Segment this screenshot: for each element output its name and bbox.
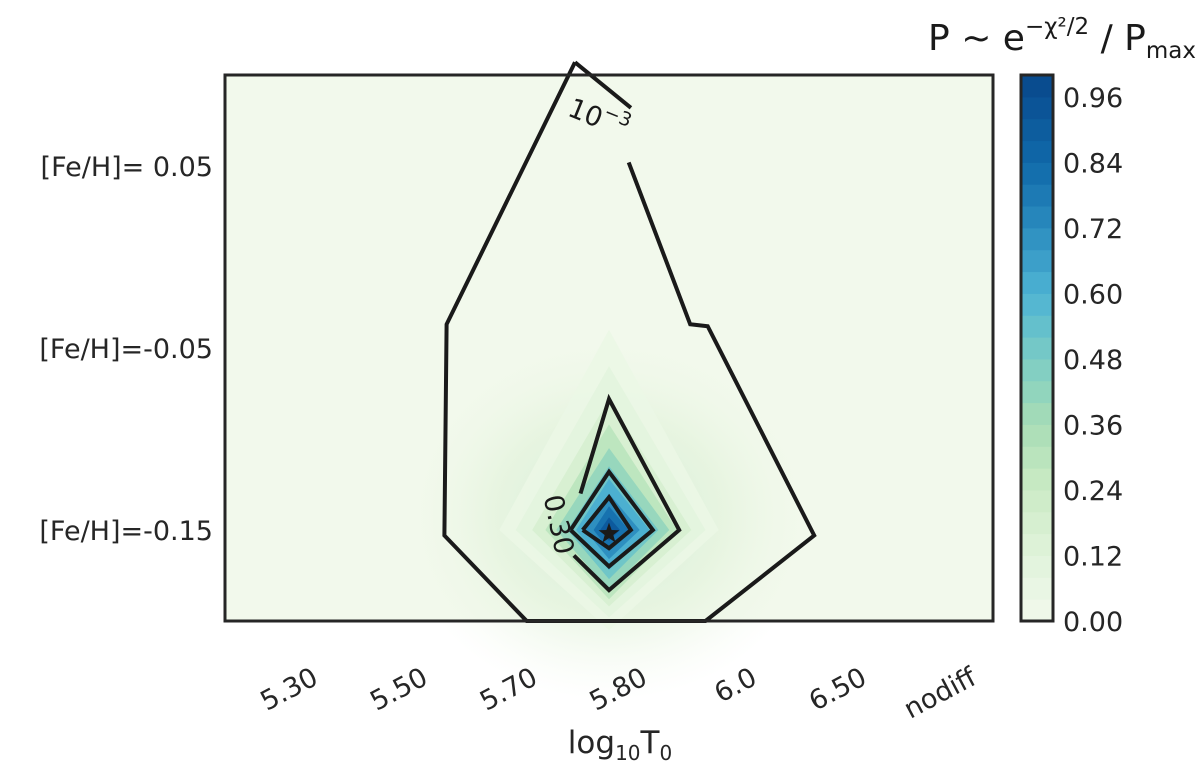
colorbar-band xyxy=(1021,358,1053,382)
colorbar-band xyxy=(1021,380,1053,404)
colorbar-band xyxy=(1021,162,1053,185)
colorbar-ticks: 0.00 0.12 0.24 0.36 0.48 0.60 0.72 0.84 0.96 xyxy=(1063,83,1123,638)
colorbar-bands xyxy=(1021,75,1053,622)
contour-line-0-60 xyxy=(568,468,656,570)
colorbar-band xyxy=(1021,468,1053,491)
colorbar-band xyxy=(1021,206,1053,229)
colorbar-band xyxy=(1021,315,1053,338)
contour-line-1e-3 xyxy=(573,60,633,110)
best-fit-star xyxy=(598,522,620,543)
colorbar-band xyxy=(1021,140,1053,163)
x-ticks: 5.30 5.50 5.70 5.80 6.0 6.50 nodiff xyxy=(256,661,983,725)
colorbar-band xyxy=(1021,402,1053,425)
colorbar-frame xyxy=(1019,73,1055,623)
colorbar-band xyxy=(1021,96,1053,120)
x-tick-label: 5.30 xyxy=(256,662,324,718)
colorbar-band xyxy=(1021,293,1053,316)
colorbar-band xyxy=(1021,184,1053,207)
plot-frame xyxy=(223,73,995,623)
colorbar-band xyxy=(1021,75,1053,98)
contour-line-0-30 xyxy=(572,393,682,593)
colorbar-band xyxy=(1021,555,1053,578)
colorbar-tick-label: 0.72 xyxy=(1063,214,1123,245)
x-tick-label: 5.50 xyxy=(365,662,433,718)
y-tick-label: [Fe/H]=-0.05 xyxy=(39,334,213,365)
colorbar-band xyxy=(1021,424,1053,447)
colorbar-band xyxy=(1021,577,1053,600)
y-tick-label: [Fe/H]= 0.05 xyxy=(41,152,213,183)
contour-line-0-90 xyxy=(581,493,634,551)
colorbar-band xyxy=(1021,511,1053,535)
colorbar-band xyxy=(1021,227,1053,251)
colorbar-tick-label: 0.48 xyxy=(1063,345,1123,376)
x-axis-label: log10T0 xyxy=(568,725,672,765)
colorbar-band xyxy=(1021,599,1053,622)
colorbar-band xyxy=(1021,271,1053,294)
colorbar-band xyxy=(1021,249,1053,273)
colorbar-band xyxy=(1021,446,1053,469)
colorbar-tick-label: 0.96 xyxy=(1063,83,1123,114)
colorbar-band xyxy=(1021,533,1053,556)
y-ticks: [Fe/H]=-0.15 [Fe/H]=-0.05 [Fe/H]= 0.05 xyxy=(39,152,213,547)
colorbar-tick-label: 0.36 xyxy=(1063,410,1123,441)
colorbar-tick-label: 0.60 xyxy=(1063,279,1123,310)
colorbar-tick-label: 0.24 xyxy=(1063,476,1123,507)
colorbar-label: P ~ e−χ²/2 / Pmax xyxy=(928,14,1196,64)
colorbar-band xyxy=(1021,118,1053,142)
x-tick-label: 6.50 xyxy=(804,662,872,718)
colorbar-band xyxy=(1021,489,1053,513)
colorbar-tick-label: 0.12 xyxy=(1063,541,1123,572)
x-tick-label: nodiff xyxy=(899,661,983,725)
colorbar-tick-label: 0.00 xyxy=(1063,607,1123,638)
y-tick-label: [Fe/H]=-0.15 xyxy=(39,516,213,547)
filled-contours xyxy=(399,329,819,701)
colorbar-tick-label: 0.84 xyxy=(1063,148,1123,179)
colorbar-band xyxy=(1021,337,1053,360)
